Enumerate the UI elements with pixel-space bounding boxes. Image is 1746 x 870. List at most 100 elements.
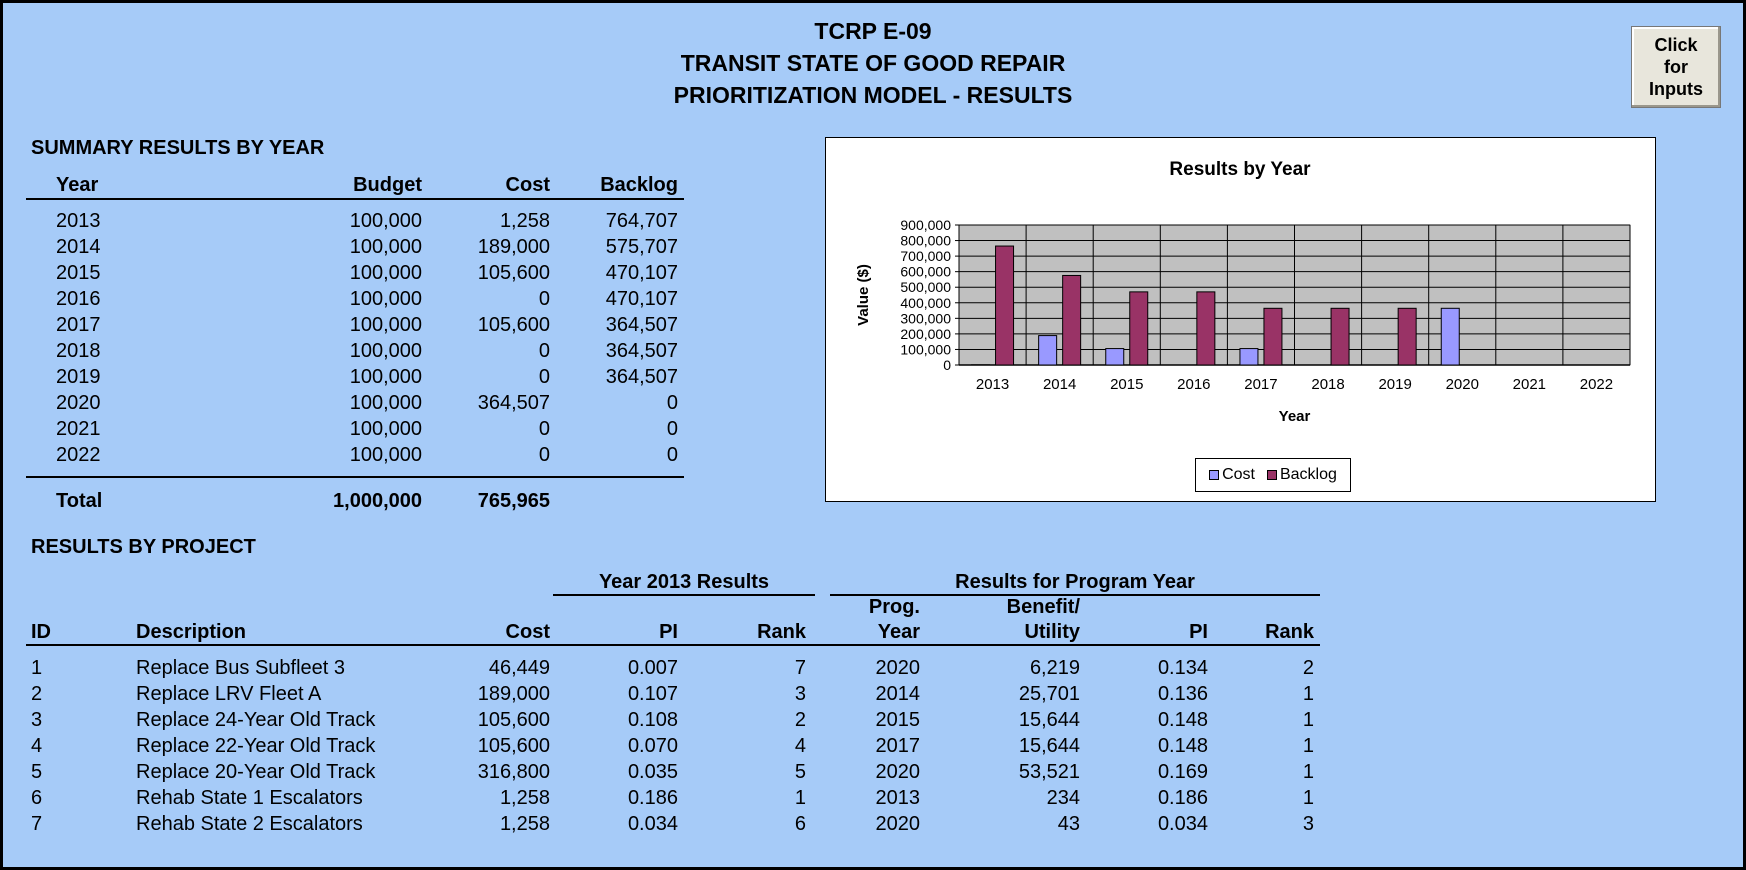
chart-x-tick-label: 2016: [1177, 376, 1210, 393]
summary-section-title: SUMMARY RESULTS BY YEAR: [31, 137, 325, 159]
project-id-cell: 1: [31, 657, 43, 679]
summary-col-budget: Budget: [353, 174, 422, 196]
project-pi-program-cell: 0.148: [1157, 709, 1208, 731]
summary-backlog-cell: 364,507: [605, 314, 678, 336]
col-prog-year-line2: Year: [877, 621, 920, 643]
project-cost-cell: 105,600: [477, 709, 550, 731]
summary-header-rule: [26, 198, 684, 200]
summary-backlog-cell: 0: [666, 418, 678, 440]
summary-year-cell: 2017: [56, 314, 101, 336]
legend-item-backlog: Backlog: [1266, 466, 1337, 484]
project-prog-year-cell: 2020: [875, 657, 921, 679]
summary-year-cell: 2018: [56, 340, 101, 362]
chart-bar-backlog: [1397, 307, 1417, 366]
summary-year-cell: 2013: [56, 210, 101, 232]
project-rank-cell: 4: [794, 735, 806, 757]
project-id-cell: 4: [31, 735, 43, 757]
project-benefit-cell: 6,219: [1029, 657, 1080, 679]
chart-x-tick-label: 2013: [976, 376, 1009, 393]
project-rank-program-cell: 2: [1302, 657, 1314, 679]
summary-cost-cell: 0: [538, 366, 550, 388]
chart-title: Results by Year: [1169, 159, 1311, 180]
summary-budget-cell: 100,000: [349, 288, 422, 310]
chart-x-tick-label: 2022: [1580, 376, 1613, 393]
summary-year-cell: 2014: [56, 236, 101, 258]
project-rank-cell: 3: [794, 683, 806, 705]
col-rank-program: Rank: [1265, 621, 1314, 643]
group-2013-rule: [553, 594, 815, 596]
project-rank-cell: 5: [794, 761, 806, 783]
project-description-cell: Replace 20-Year Old Track: [136, 761, 376, 783]
chart-bar-backlog: [1196, 291, 1216, 366]
chart-bar-backlog: [995, 245, 1015, 366]
summary-cost-cell: 364,507: [477, 392, 550, 414]
chart-y-tick-label: 700,000: [900, 248, 951, 264]
project-rank-program-cell: 1: [1302, 683, 1314, 705]
project-pi-program-cell: 0.148: [1157, 735, 1208, 757]
chart-bar-cost: [1105, 348, 1125, 366]
page-title-line2: TRANSIT STATE OF GOOD REPAIR: [680, 50, 1066, 76]
summary-cost-cell: 105,600: [477, 314, 550, 336]
summary-cost-cell: 105,600: [477, 262, 550, 284]
col-id: ID: [31, 621, 51, 643]
chart-bar-backlog: [1062, 274, 1082, 366]
chart-bar-cost: [1038, 335, 1058, 366]
chart-y-tick-label: 0: [943, 357, 951, 373]
project-rank-program-cell: 1: [1302, 761, 1314, 783]
chart-y-tick-label: 500,000: [900, 279, 951, 295]
project-cost-cell: 46,449: [488, 657, 550, 679]
legend-label-backlog: Backlog: [1279, 466, 1337, 483]
chart-bar-cost: [1239, 348, 1259, 366]
project-id-cell: 3: [31, 709, 43, 731]
chart-y-tick-label: 300,000: [900, 310, 951, 326]
summary-cost-cell: 0: [538, 418, 550, 440]
page-title-line1: TCRP E-09: [814, 18, 932, 44]
inputs-button-line3: Inputs: [1649, 79, 1703, 99]
project-description-cell: Replace 24-Year Old Track: [136, 709, 376, 731]
chart-y-tick-label: 200,000: [900, 326, 951, 342]
project-rank-program-cell: 1: [1302, 787, 1314, 809]
project-id-cell: 2: [31, 683, 43, 705]
click-for-inputs-button[interactable]: Click for Inputs: [1631, 26, 1721, 108]
chart-x-tick-label: 2017: [1244, 376, 1277, 393]
col-rank: Rank: [757, 621, 806, 643]
chart-y-tick-label: 100,000: [900, 341, 951, 357]
chart-bar-backlog: [1129, 291, 1149, 366]
chart-y-tick-label: 800,000: [900, 233, 951, 249]
legend-item-cost: Cost: [1209, 466, 1255, 484]
chart-bar-backlog: [1263, 307, 1283, 366]
projects-section-title: RESULTS BY PROJECT: [31, 536, 256, 558]
project-description-cell: Replace 22-Year Old Track: [136, 735, 376, 757]
chart-svg: Results by Year 0100,000200,000300,000400…: [855, 159, 1631, 425]
col-pi: PI: [659, 621, 678, 643]
project-rank-cell: 2: [794, 709, 806, 731]
col-prog-year-line1: Prog.: [868, 596, 920, 618]
project-pi-cell: 0.107: [627, 683, 678, 705]
chart-x-tick-label: 2020: [1446, 376, 1479, 393]
col-benefit-line2: Utility: [1024, 621, 1080, 643]
chart-y-tick-label: 900,000: [900, 217, 951, 233]
project-rank-cell: 1: [794, 787, 806, 809]
summary-budget-cell: 100,000: [349, 340, 422, 362]
group-year-2013-results: Year 2013 Results: [598, 571, 770, 593]
col-benefit-line1: Benefit/: [1006, 596, 1080, 618]
col-description: Description: [136, 621, 247, 643]
chart-bar-backlog: [1330, 307, 1350, 366]
summary-cost-cell: 189,000: [477, 236, 550, 258]
chart-y-tick-label: 400,000: [900, 295, 951, 311]
project-prog-year-cell: 2014: [875, 683, 921, 705]
summary-year-cell: 2020: [56, 392, 101, 414]
summary-backlog-cell: 364,507: [605, 340, 678, 362]
summary-total-label: Total: [56, 490, 103, 512]
legend-swatch-cost: [1209, 469, 1220, 480]
project-rank-cell: 6: [794, 813, 806, 835]
project-pi-program-cell: 0.134: [1157, 657, 1208, 679]
project-rank-cell: 7: [794, 657, 806, 679]
chart-x-tick-label: 2015: [1110, 376, 1143, 393]
legend-label-cost: Cost: [1222, 466, 1255, 483]
inputs-button-line1: Click: [1654, 35, 1698, 55]
summary-total-rule: [26, 476, 684, 478]
project-benefit-cell: 15,644: [1018, 735, 1080, 757]
summary-budget-cell: 100,000: [349, 444, 422, 466]
summary-budget-cell: 100,000: [349, 392, 422, 414]
